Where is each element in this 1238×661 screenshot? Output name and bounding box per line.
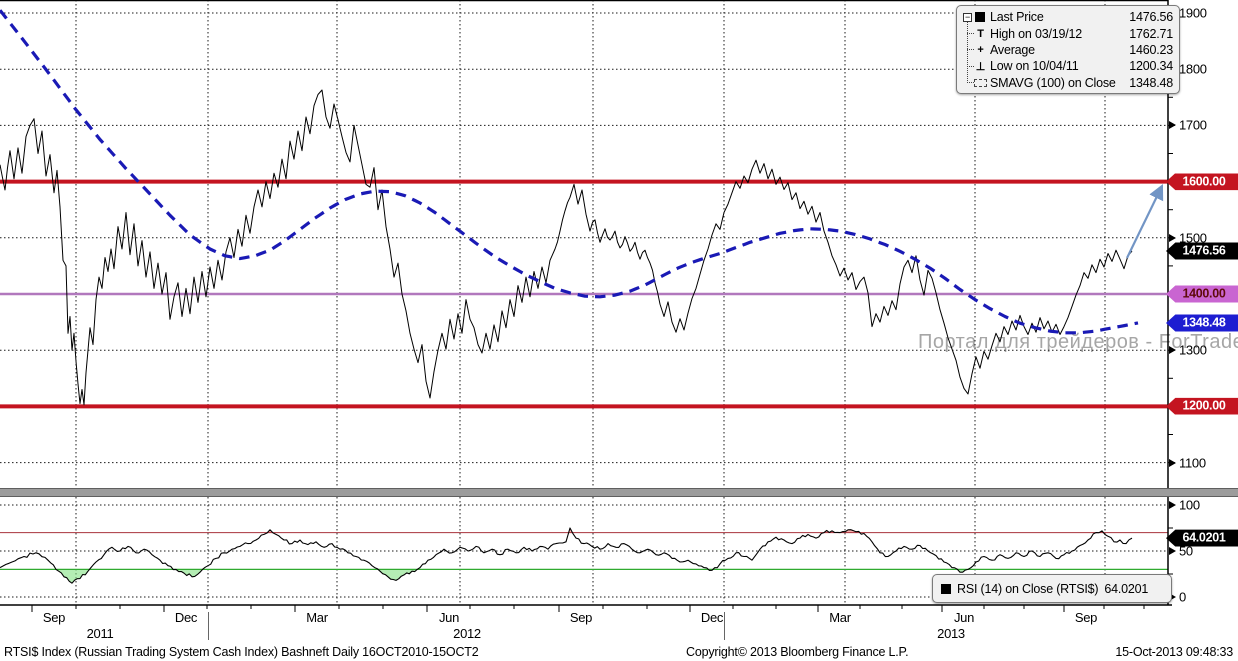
axis-arrow-icon [1169, 547, 1176, 555]
rsi-badge: 64.0201 [1166, 529, 1238, 547]
tree-stub [967, 82, 974, 84]
year-label: 2011 [86, 626, 114, 641]
smavg-dash-box-icon [974, 78, 987, 87]
rsi-axis-label: 100 [1179, 497, 1200, 513]
year-separator [724, 612, 725, 640]
legend-label: Last Price [990, 10, 1044, 25]
rsi-axis-label: 0 [1179, 589, 1186, 605]
legend-label: High on 03/19/12 [990, 26, 1083, 41]
legend-label: Low on 10/04/11 [990, 59, 1079, 74]
time-axis-label: Sep [42, 610, 66, 625]
price-axis-label: 1300 [1179, 342, 1207, 358]
axis-arrow-icon [1169, 233, 1176, 242]
rsi-swatch-icon [941, 583, 951, 594]
legend-row-average: + Average 1460.23 [963, 42, 1173, 58]
legend-tree-line [967, 20, 968, 83]
time-axis-label: Mar [829, 610, 851, 625]
rsi-line [0, 527, 1133, 584]
time-axis-label: Jun [953, 610, 975, 625]
tree-stub [967, 49, 974, 51]
security-description: RTSI$ Index (Russian Trading System Cash… [4, 645, 479, 659]
price-badge-1600.00: 1600.00 [1166, 173, 1238, 191]
price-badge-1200.00: 1200.00 [1166, 397, 1238, 415]
price-axis-label: 1100 [1179, 455, 1206, 471]
high-marker-icon: T [977, 27, 984, 40]
panel-separator[interactable] [0, 488, 1238, 497]
rsi-legend-box[interactable]: RSI (14) on Close (RTSI$) 64.0201 [932, 574, 1172, 603]
trend-arrow-annotation [1126, 184, 1164, 259]
legend-row-last-price: − Last Price 1476.56 [963, 9, 1173, 25]
rsi-legend-label: RSI (14) on Close (RTSI$) [957, 581, 1099, 596]
price-axis-label: 1500 [1179, 230, 1207, 246]
axis-arrow-icon [1169, 121, 1176, 130]
price-badge-1476.56: 1476.56 [1166, 242, 1238, 260]
legend-row-low: ⊥ Low on 10/04/11 1200.34 [963, 58, 1173, 74]
low-marker-icon: ⊥ [975, 60, 986, 73]
legend-label: Average [990, 42, 1035, 57]
axis-arrow-icon [1169, 593, 1176, 601]
price-badge-1348.48: 1348.48 [1166, 314, 1238, 332]
axis-arrow-icon [1169, 501, 1176, 509]
average-marker-icon: + [977, 43, 984, 56]
year-label: 2012 [453, 626, 481, 641]
price-axis-label: 1900 [1179, 5, 1207, 21]
tree-stub [967, 65, 974, 67]
timestamp: 15-Oct-2013 09:48:33 [1115, 645, 1233, 659]
axis-arrow-icon [1169, 346, 1176, 355]
legend-value: 1348.48 [1129, 75, 1173, 90]
price-legend-box[interactable]: − Last Price 1476.56 T High on 03/19/12 … [956, 5, 1180, 94]
price-badge-1400.00: 1400.00 [1166, 285, 1238, 303]
time-axis-label: Sep [1074, 610, 1098, 625]
price-line [0, 89, 1133, 406]
time-axis-label: Sep [569, 610, 593, 625]
year-separator [208, 612, 209, 640]
time-axis-label: Jun [438, 610, 460, 625]
legend-row-smavg: SMAVG (100) on Close 1348.48 [963, 75, 1173, 91]
tree-stub [967, 33, 974, 35]
tree-collapse-icon[interactable]: − [963, 11, 972, 22]
smavg-line [0, 9, 1139, 335]
copyright-text: Copyright© 2013 Bloomberg Finance L.P. [686, 645, 909, 659]
price-axis-label: 1700 [1179, 117, 1207, 133]
legend-value: 1460.23 [1129, 42, 1173, 57]
legend-label: SMAVG (100) on Close [990, 75, 1116, 90]
last-price-swatch-icon [975, 12, 985, 23]
price-axis-label: 1800 [1179, 61, 1207, 77]
legend-value: 1762.71 [1129, 26, 1173, 41]
rsi-legend-value: 64.0201 [1104, 581, 1149, 596]
time-axis-label: Dec [174, 610, 198, 625]
axis-arrow-icon [1169, 458, 1176, 467]
legend-value: 1200.34 [1129, 59, 1173, 74]
time-axis-label: Mar [306, 610, 328, 625]
rsi-axis-label: 50 [1179, 543, 1193, 559]
legend-value: 1476.56 [1129, 10, 1173, 25]
year-label: 2013 [937, 626, 965, 641]
legend-row-high: T High on 03/19/12 1762.71 [963, 25, 1173, 41]
time-axis-label: Dec [700, 610, 724, 625]
